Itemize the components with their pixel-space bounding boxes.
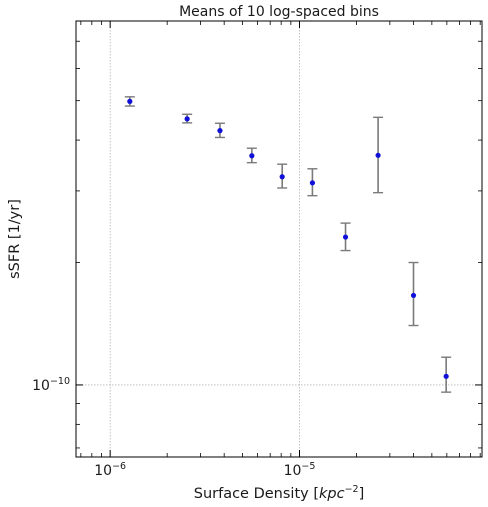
data-point bbox=[217, 128, 223, 134]
data-point bbox=[309, 180, 316, 186]
data-point bbox=[127, 98, 133, 104]
y-tick-label: 10−10 bbox=[32, 376, 70, 394]
x-axis-label-text: Surface Density [ bbox=[194, 486, 319, 502]
data-point bbox=[184, 116, 190, 122]
x-tick-labels: 10−6 10−5 bbox=[94, 461, 315, 479]
x-axis-label: Surface Density [kpc−2] bbox=[194, 484, 365, 502]
x-tick-label: 10−6 bbox=[94, 461, 126, 479]
data-point bbox=[443, 373, 449, 379]
y-axis-label: sSFR [1/yr] bbox=[7, 199, 23, 279]
x-axis-label-close: ] bbox=[359, 486, 365, 502]
y-tick-labels: 10−10 bbox=[32, 376, 70, 394]
grid bbox=[76, 21, 482, 457]
data-point bbox=[249, 153, 255, 159]
data-point bbox=[375, 152, 381, 158]
plot-frame bbox=[75, 20, 483, 458]
x-axis-label-unit: kpc bbox=[319, 486, 345, 502]
chart-title: Means of 10 log-spaced bins bbox=[179, 4, 379, 20]
x-axis-label-exponent: −2 bbox=[345, 484, 359, 495]
minor-ticks bbox=[76, 21, 482, 457]
data-point bbox=[279, 174, 285, 180]
errorbars bbox=[124, 96, 452, 393]
data-point bbox=[410, 292, 417, 299]
x-tick-label: 10−5 bbox=[284, 461, 316, 479]
major-ticks bbox=[76, 21, 482, 457]
data-point bbox=[342, 234, 349, 240]
data-points bbox=[127, 98, 449, 379]
